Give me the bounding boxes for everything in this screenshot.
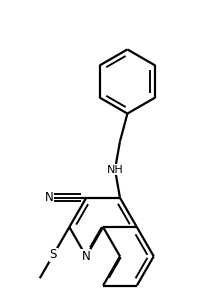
Text: S: S <box>50 248 57 261</box>
Text: NH: NH <box>107 165 123 174</box>
Text: N: N <box>45 191 53 204</box>
Text: N: N <box>82 250 91 263</box>
